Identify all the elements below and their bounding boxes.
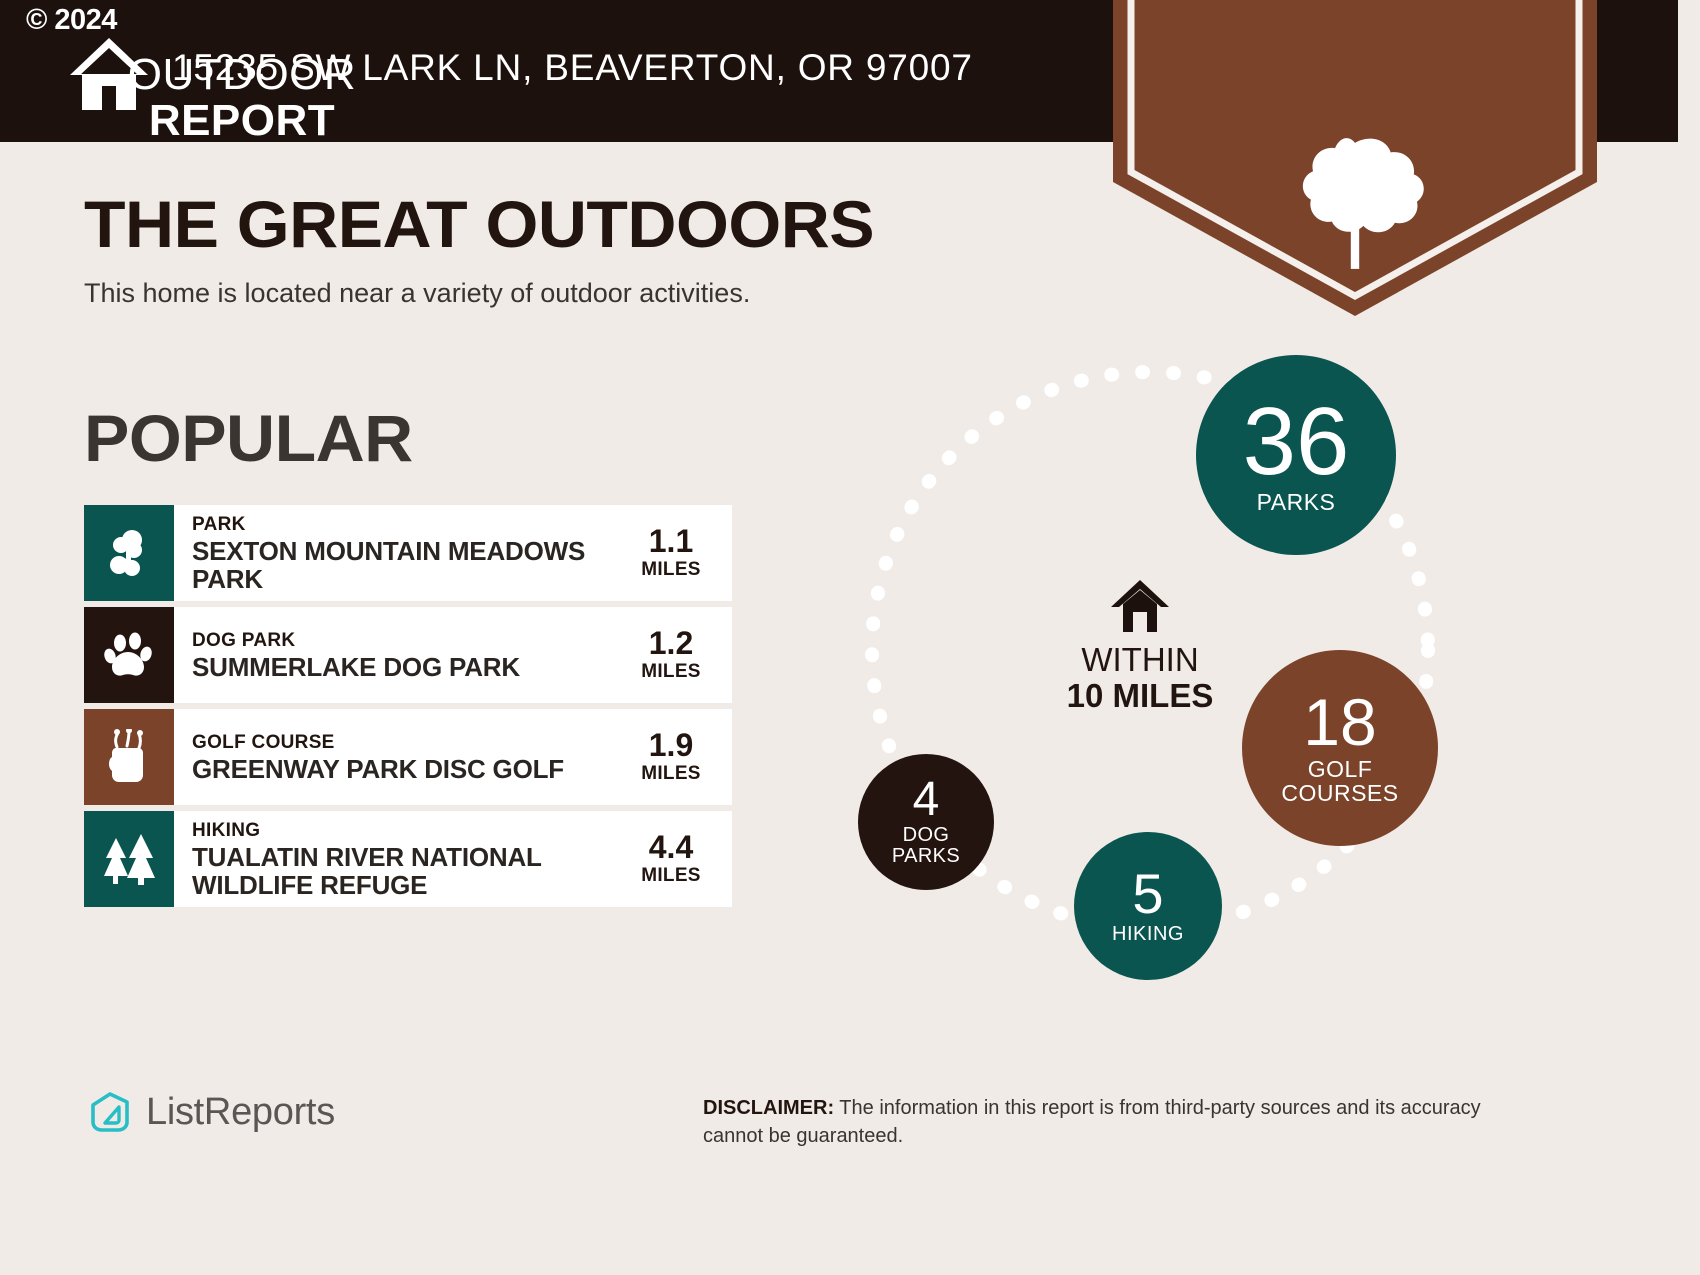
- disclaimer: DISCLAIMER: The information in this repo…: [703, 1094, 1493, 1151]
- stat-label-parks: PARKS: [1256, 488, 1336, 515]
- amenities-bubble-chart: 36 PARKS 18 GOLF COURSES 5 HIKING 4 DOG …: [820, 330, 1500, 1030]
- stat-value-parks: 36: [1242, 388, 1350, 496]
- poi-category: DOG PARK: [192, 630, 296, 652]
- stat-value-hiking: 5: [1132, 861, 1164, 925]
- list-item[interactable]: GOLF COURSE GREENWAY PARK DISC GOLF 1.9 …: [84, 709, 732, 805]
- disclaimer-label: DISCLAIMER:: [703, 1097, 835, 1119]
- poi-distance-cell: 1.2 MILES: [616, 607, 732, 703]
- listreports-logo[interactable]: ListReports: [88, 1090, 335, 1134]
- poi-icon-cell: [84, 505, 174, 601]
- poi-distance-unit: MILES: [641, 762, 701, 784]
- poi-text-cell: PARK SEXTON MOUNTAIN MEADOWS PARK: [174, 505, 616, 601]
- stat-circle-golf-courses[interactable]: 18 GOLF COURSES: [1242, 650, 1438, 846]
- poi-text-cell: GOLF COURSE GREENWAY PARK DISC GOLF: [174, 709, 616, 805]
- paw-print-icon: [104, 632, 152, 676]
- poi-distance-unit: MILES: [641, 660, 701, 682]
- poi-distance-cell: 1.9 MILES: [616, 709, 732, 805]
- disclaimer-text: The information in this report is from t…: [703, 1097, 1481, 1148]
- poi-name: SUMMERLAKE DOG PARK: [192, 651, 520, 682]
- poi-category: PARK: [192, 514, 246, 536]
- copyright-label: © 2024: [26, 4, 117, 36]
- outdoor-report-badge: [1113, 0, 1597, 316]
- property-address: 15235 SW LARK LN, BEAVERTON, OR 97007: [172, 47, 973, 88]
- section-title-popular: POPULAR: [84, 401, 413, 475]
- poi-distance-cell: 4.4 MILES: [616, 811, 732, 907]
- poi-text-cell: DOG PARK SUMMERLAKE DOG PARK: [174, 607, 616, 703]
- page-subtitle: This home is located near a variety of o…: [84, 278, 751, 308]
- poi-icon-cell: [84, 607, 174, 703]
- home-icon: [1111, 580, 1169, 632]
- center-label-line2: 10 MILES: [1066, 676, 1214, 714]
- poi-name: GREENWAY PARK DISC GOLF: [192, 753, 564, 784]
- stat-value-golf: 18: [1303, 684, 1377, 759]
- golf-bag-icon: [109, 729, 143, 782]
- stat-circle-hiking[interactable]: 5 HIKING: [1074, 832, 1222, 980]
- poi-distance-value: 1.2: [648, 625, 694, 662]
- stat-circle-dog-parks[interactable]: 4 DOG PARKS: [858, 754, 994, 890]
- poi-name: SEXTON MOUNTAIN MEADOWS PARK: [192, 535, 586, 594]
- poi-distance-unit: MILES: [641, 864, 701, 886]
- poi-icon-cell: [84, 709, 174, 805]
- diagram-center-label: WITHIN 10 MILES: [1020, 578, 1260, 713]
- tree-icon: [1302, 138, 1424, 269]
- list-item[interactable]: HIKING TUALATIN RIVER NATIONAL WILDLIFE …: [84, 811, 732, 907]
- poi-icon-cell: [84, 811, 174, 907]
- stat-label-golf-line2: COURSES: [1281, 780, 1399, 807]
- poi-category: GOLF COURSE: [192, 732, 335, 754]
- center-label-line1: WITHIN: [1081, 641, 1199, 678]
- list-item[interactable]: PARK SEXTON MOUNTAIN MEADOWS PARK 1.1 MI…: [84, 505, 732, 601]
- listreports-house-icon: [91, 1092, 129, 1132]
- page-title: THE GREAT OUTDOORS: [84, 187, 875, 261]
- pine-trees-icon: [104, 834, 155, 885]
- stat-circle-parks[interactable]: 36 PARKS: [1196, 355, 1396, 555]
- poi-text-cell: HIKING TUALATIN RIVER NATIONAL WILDLIFE …: [174, 811, 616, 907]
- stat-label-dogparks-line1: DOG: [902, 824, 950, 847]
- poi-distance-cell: 1.1 MILES: [616, 505, 732, 601]
- poi-name: TUALATIN RIVER NATIONAL WILDLIFE REFUGE: [192, 841, 542, 900]
- list-item[interactable]: DOG PARK SUMMERLAKE DOG PARK 1.2 MILES: [84, 607, 732, 703]
- poi-distance-value: 1.9: [648, 727, 694, 764]
- stat-label-dogparks-line2: PARKS: [891, 845, 961, 868]
- stat-value-dogparks: 4: [912, 772, 940, 826]
- poi-distance-unit: MILES: [641, 558, 701, 580]
- stat-label-golf-line1: GOLF: [1307, 756, 1373, 783]
- home-icon: [70, 38, 148, 110]
- stat-label-hiking: HIKING: [1112, 923, 1184, 946]
- listreports-wordmark: ListReports: [146, 1090, 335, 1133]
- poi-category: HIKING: [192, 820, 261, 842]
- poi-distance-value: 1.1: [648, 523, 694, 560]
- park-tree-icon: [110, 530, 142, 576]
- popular-poi-list: PARK SEXTON MOUNTAIN MEADOWS PARK 1.1 MI…: [84, 505, 732, 913]
- poi-distance-value: 4.4: [648, 829, 694, 866]
